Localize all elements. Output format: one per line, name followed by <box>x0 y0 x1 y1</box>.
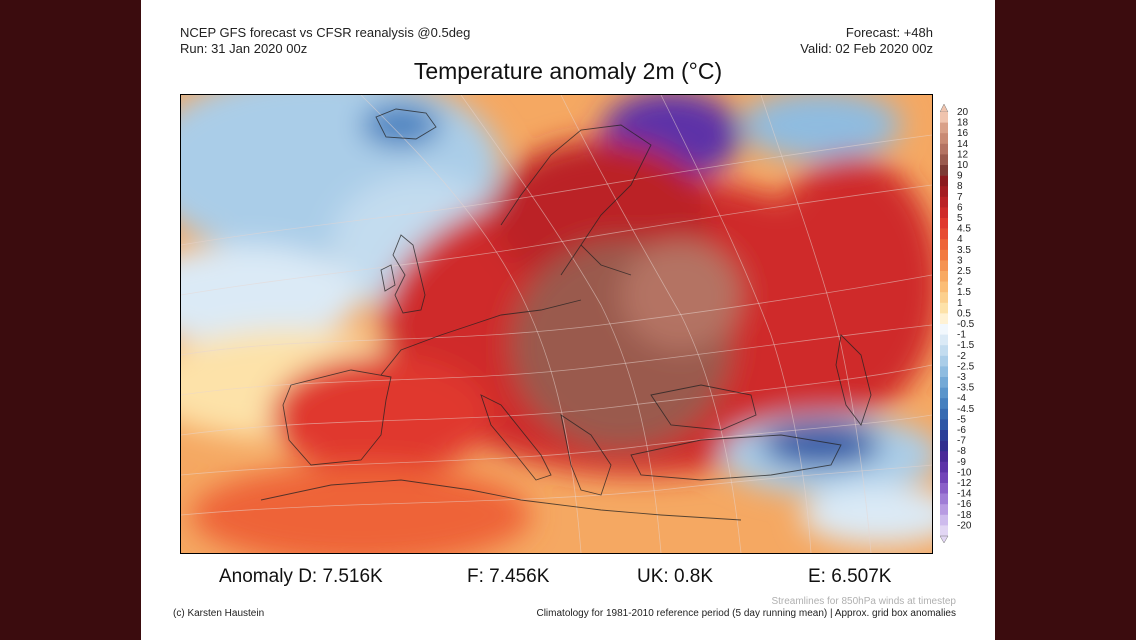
legend-swatch <box>940 355 948 367</box>
legend-swatch <box>940 504 948 516</box>
legend-swatch <box>940 207 948 219</box>
legend-swatch <box>940 472 948 484</box>
legend-label: -18 <box>957 510 972 521</box>
color-scale-legend: 201816141210987654.543.532.521.510.5-0.5… <box>940 104 975 544</box>
legend-label: 1.5 <box>957 287 971 298</box>
legend-label: -12 <box>957 478 972 489</box>
legend-label: 18 <box>957 118 969 129</box>
legend-swatch <box>940 249 948 261</box>
legend-label: -1.5 <box>957 340 975 351</box>
legend-label: 9 <box>957 171 963 182</box>
legend-label: -4 <box>957 393 966 404</box>
legend-swatch <box>940 218 948 229</box>
legend-label: -4.5 <box>957 404 975 415</box>
climatology-note: Climatology for 1981-2010 reference peri… <box>536 608 956 619</box>
legend-label: -1 <box>957 330 966 341</box>
legend-label: -9 <box>957 457 966 468</box>
legend-swatch <box>940 112 948 123</box>
legend-swatch <box>940 260 948 272</box>
legend-label: 20 <box>957 107 969 118</box>
legend-swatch <box>940 398 948 410</box>
legend-label: 2 <box>957 277 963 288</box>
legend-swatch <box>940 345 948 357</box>
credit: (c) Karsten Haustein <box>173 608 265 619</box>
anomaly-e-stat: E: 6.507K <box>808 566 892 587</box>
forecast-hour: Forecast: +48h <box>845 25 933 40</box>
legend-label: 4.5 <box>957 224 971 235</box>
legend-label: -10 <box>957 467 972 478</box>
legend-label: 1 <box>957 298 963 309</box>
legend-swatch <box>940 292 948 304</box>
legend-swatch <box>940 122 948 134</box>
legend-swatch <box>940 387 948 399</box>
legend-label: -16 <box>957 499 972 510</box>
legend-swatch <box>940 408 948 420</box>
legend-label: 6 <box>957 202 963 213</box>
legend-swatch <box>940 165 948 176</box>
legend-label: -8 <box>957 446 966 457</box>
legend-swatch <box>940 196 948 208</box>
legend-label: -14 <box>957 489 972 500</box>
anomaly-f-stat: F: 7.456K <box>467 566 550 587</box>
legend-swatch <box>940 430 948 441</box>
legend-arrow-bottom <box>940 535 949 544</box>
legend-label: 14 <box>957 139 969 150</box>
anomaly-map-graphic <box>181 95 932 553</box>
legend-swatch <box>940 143 948 155</box>
legend-swatch <box>940 186 948 198</box>
legend-label: 2.5 <box>957 266 971 277</box>
legend-swatch <box>940 440 948 452</box>
legend-label: -7 <box>957 436 966 447</box>
legend-label: 12 <box>957 149 969 160</box>
legend-swatch <box>940 451 948 463</box>
legend-label: 8 <box>957 181 963 192</box>
legend-arrow-top <box>940 104 949 113</box>
legend-swatch <box>940 461 948 473</box>
legend-swatch <box>940 493 948 505</box>
legend-swatch <box>940 514 948 526</box>
legend-label: 7 <box>957 192 963 203</box>
legend-swatch <box>940 525 948 537</box>
legend-label: -6 <box>957 425 966 436</box>
legend-swatch <box>940 313 948 325</box>
anomaly-map <box>180 94 933 554</box>
anomaly-d-stat: Anomaly D: 7.516K <box>219 566 383 587</box>
legend-swatch <box>940 302 948 314</box>
legend-swatch <box>940 228 948 240</box>
run-info: Run: 31 Jan 2020 00z <box>180 41 308 56</box>
legend-label: 5 <box>957 213 963 224</box>
legend-swatch <box>940 175 948 187</box>
legend-label: -0.5 <box>957 319 975 330</box>
legend-label: -3 <box>957 372 966 383</box>
legend-swatch <box>940 324 948 335</box>
legend-label: -20 <box>957 520 972 531</box>
legend-label: -2 <box>957 351 966 362</box>
legend-label: -5 <box>957 414 966 425</box>
legend-swatch <box>940 239 948 251</box>
anomaly-uk-stat: UK: 0.8K <box>637 566 714 587</box>
legend-swatch <box>940 334 948 346</box>
model-info: NCEP GFS forecast vs CFSR reanalysis @0.… <box>180 25 471 40</box>
legend-label: 10 <box>957 160 969 171</box>
valid-time: Valid: 02 Feb 2020 00z <box>800 41 933 56</box>
legend-label: 16 <box>957 128 969 139</box>
legend-swatch <box>940 271 948 282</box>
legend-swatch <box>940 483 948 494</box>
legend-swatch <box>940 419 948 431</box>
streamlines-note: Streamlines for 850hPa winds at timestep <box>771 596 956 607</box>
legend-swatch <box>940 133 948 145</box>
legend-swatch <box>940 154 948 166</box>
chart-panel: NCEP GFS forecast vs CFSR reanalysis @0.… <box>141 0 995 640</box>
legend-label: 0.5 <box>957 308 971 319</box>
legend-swatch <box>940 281 948 293</box>
legend-label: -3.5 <box>957 383 975 394</box>
legend-label: 3.5 <box>957 245 971 256</box>
legend-swatch <box>940 377 948 388</box>
legend-label: 3 <box>957 255 963 266</box>
legend-label: -2.5 <box>957 361 975 372</box>
legend-label: 4 <box>957 234 963 245</box>
legend-swatch <box>940 366 948 378</box>
map-title: Temperature anomaly 2m (°C) <box>413 58 723 84</box>
